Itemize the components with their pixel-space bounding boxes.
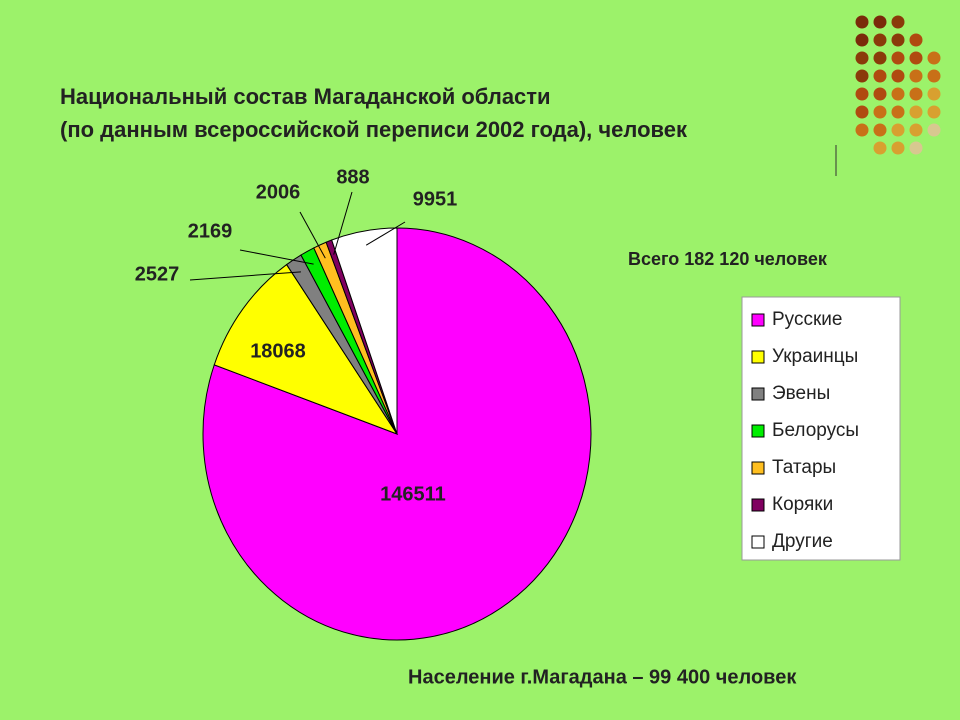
data-label: 146511: [380, 483, 446, 505]
legend-swatch: [751, 313, 765, 327]
pie-slice: [331, 227, 398, 435]
legend-label: Эвены: [772, 383, 830, 404]
annotation: Население г.Магадана – 99 400 человек: [408, 666, 797, 688]
decor-dot: [927, 51, 941, 65]
legend-label: Белорусы: [772, 420, 859, 441]
leader-line: [239, 249, 314, 265]
legend-swatch: [751, 535, 765, 549]
decor-dot: [927, 123, 941, 137]
decor-dot: [873, 87, 887, 101]
data-label: 18068: [250, 340, 306, 362]
decor-dot: [909, 51, 923, 65]
leader-line: [333, 191, 353, 255]
leader-line: [365, 221, 406, 246]
chart-subtitle: (по данным всероссийской переписи 2002 г…: [60, 117, 688, 142]
legend-label: Другие: [772, 531, 833, 552]
decor-dot: [909, 141, 923, 155]
pie-slice: [202, 227, 592, 641]
data-label: 9951: [413, 188, 458, 210]
decor-dot: [873, 51, 887, 65]
legend-label: Коряки: [772, 494, 833, 515]
legend-swatch: [751, 387, 765, 401]
decor-dot: [855, 105, 869, 119]
decor-dot: [873, 69, 887, 83]
decor-dot: [891, 87, 905, 101]
decor-dot: [927, 87, 941, 101]
pie-slice: [213, 263, 399, 436]
legend-label: Украинцы: [772, 346, 858, 367]
decor-dot: [909, 33, 923, 47]
leader-line: [189, 271, 301, 281]
decor-dot: [891, 33, 905, 47]
decor-dot: [891, 105, 905, 119]
legend-swatch: [751, 424, 765, 438]
decor-dot: [855, 123, 869, 137]
legend-swatch: [751, 350, 765, 364]
data-label: 2527: [135, 263, 180, 285]
decor-dot: [873, 33, 887, 47]
decor-dot: [873, 105, 887, 119]
decor-dot: [891, 69, 905, 83]
decor-dot: [855, 69, 869, 83]
decor-dot: [873, 15, 887, 29]
decor-dot: [891, 15, 905, 29]
decor-dot: [927, 69, 941, 83]
decor-dot: [855, 33, 869, 47]
legend: [741, 296, 901, 561]
legend-label: Русские: [772, 309, 842, 330]
leader-line: [299, 211, 326, 259]
decor-dot: [909, 105, 923, 119]
decor-dot: [891, 123, 905, 137]
decor-dot: [927, 105, 941, 119]
decor-dot: [891, 141, 905, 155]
data-label: 888: [336, 166, 369, 188]
chart-title: Национальный состав Магаданской области: [60, 84, 551, 109]
legend-swatch: [751, 461, 765, 475]
legend-label: Татары: [772, 457, 836, 478]
data-label: 2006: [256, 181, 301, 203]
decor-dot: [855, 87, 869, 101]
decor-dot: [855, 15, 869, 29]
decor-dot: [909, 123, 923, 137]
decor-dot: [873, 141, 887, 155]
decor-dot: [909, 87, 923, 101]
decor-dot: [855, 51, 869, 65]
decor-dot: [873, 123, 887, 137]
legend-swatch: [751, 498, 765, 512]
data-label: 2169: [188, 220, 233, 242]
annotation: Всего 182 120 человек: [628, 249, 828, 269]
decor-dot: [891, 51, 905, 65]
decor-dot: [909, 69, 923, 83]
